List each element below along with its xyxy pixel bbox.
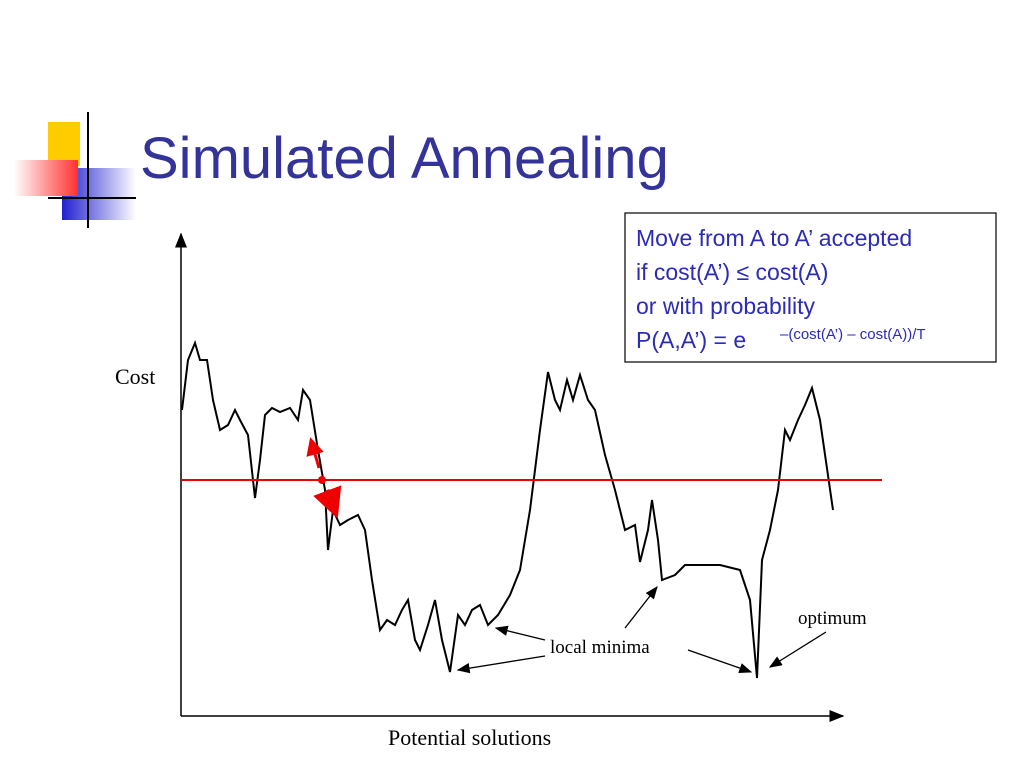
rule-line: P(A,A’) = e	[636, 327, 746, 353]
cost-curve	[181, 339, 834, 679]
diagram: Cost Potential solutions local minima op…	[115, 232, 882, 750]
rule-line: Move from A to A’ accepted	[636, 225, 912, 251]
rule-box: Move from A to A’ accepted if cost(A’) ≤…	[624, 212, 997, 363]
rule-exponent: –(cost(A’) – cost(A))/T	[780, 326, 926, 343]
title: Simulated Annealing	[140, 126, 669, 191]
rule-line: or with probability	[636, 293, 815, 319]
annotation-arrows	[456, 585, 827, 674]
annotation: optimum	[798, 608, 867, 629]
y-axis-label: Cost	[115, 364, 155, 389]
move-arrow	[313, 485, 342, 519]
annotation: local minima	[550, 637, 650, 658]
x-axis-label: Potential solutions	[388, 725, 551, 750]
decoration	[14, 112, 136, 228]
current-point	[318, 476, 326, 484]
rule-line: if cost(A’) ≤ cost(A)	[636, 259, 828, 285]
move-arrow	[306, 437, 324, 469]
